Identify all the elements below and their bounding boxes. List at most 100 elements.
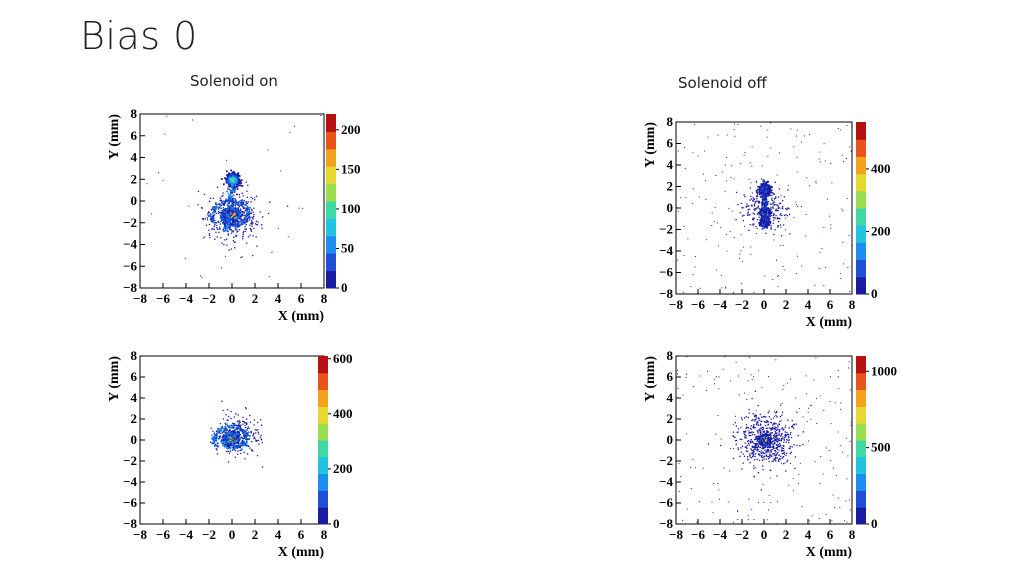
histogram-bin (773, 214, 775, 216)
histogram-bin (230, 175, 233, 177)
histogram-bin (702, 173, 704, 175)
histogram-bin (235, 222, 237, 225)
histogram-bin (768, 194, 771, 197)
histogram-bin (250, 212, 252, 214)
histogram-bin (226, 244, 228, 246)
histogram-bin (228, 438, 230, 440)
colorbar-segment (318, 370, 328, 374)
histogram-bin (760, 208, 762, 210)
histogram-bin (801, 141, 802, 143)
histogram-bin (759, 185, 762, 188)
histogram-bin (215, 202, 218, 205)
histogram-bin (248, 445, 250, 448)
histogram-bin (244, 230, 247, 232)
histogram-bin (214, 207, 217, 210)
histogram-bin (206, 217, 209, 219)
histogram-bin (692, 274, 694, 275)
histogram-bin (755, 427, 757, 429)
histogram-bin (777, 226, 779, 228)
histogram-bin (223, 203, 225, 205)
histogram-bin (233, 430, 235, 432)
histogram-bin (779, 245, 781, 247)
histogram-bin (716, 222, 718, 224)
colorbar-segment (318, 479, 328, 483)
histogram-bin (232, 217, 234, 220)
histogram-bin (245, 221, 248, 223)
histogram-bin (222, 409, 224, 412)
histogram-bin (741, 283, 743, 284)
histogram-bin (243, 434, 246, 436)
colorbar-segment (318, 364, 328, 368)
histogram-bin (242, 416, 244, 419)
histogram-bin (777, 285, 779, 287)
histogram-bin (757, 207, 759, 209)
histogram-bin (204, 218, 206, 220)
histogram-bin (211, 437, 213, 440)
histogram-bin (732, 448, 734, 449)
colorbar-segment (856, 165, 866, 169)
histogram-bin (236, 217, 239, 220)
histogram-bin (235, 428, 237, 430)
histogram-bin (242, 233, 244, 235)
histogram-bin (763, 190, 766, 192)
histogram-bin (720, 227, 722, 229)
colorbar-segment (318, 403, 328, 407)
histogram-bin (223, 221, 225, 223)
histogram-bin (746, 214, 749, 216)
colorbar-segment (326, 212, 336, 216)
histogram-bin (250, 201, 252, 203)
histogram-bin (201, 207, 203, 209)
histogram-bin (741, 215, 744, 217)
histogram-bin (782, 208, 784, 210)
histogram-bin (220, 441, 223, 444)
histogram-bin (243, 435, 245, 437)
histogram-bin (237, 431, 239, 433)
histogram-bin (761, 207, 763, 209)
histogram-bin (242, 213, 244, 215)
histogram-bin (244, 217, 247, 219)
histogram-bin (233, 209, 235, 212)
y-tick-label: 8 (131, 106, 138, 121)
histogram-bin (211, 212, 214, 214)
histogram-bin (716, 269, 717, 271)
colorbar-segment (326, 209, 336, 214)
histogram-bin (230, 417, 232, 420)
histogram-bin (764, 197, 767, 199)
histogram-bin (753, 519, 755, 520)
histogram-bin (762, 212, 765, 214)
y-tick-label: −8 (659, 286, 673, 301)
colorbar-segment (326, 160, 336, 164)
histogram-bin (209, 197, 212, 199)
histogram-bin (767, 207, 769, 209)
histogram-bin (257, 421, 259, 424)
histogram-bin (770, 189, 773, 192)
histogram-bin (721, 171, 723, 173)
histogram-bin (213, 209, 215, 211)
histogram-bin (225, 181, 228, 184)
histogram-bin (246, 429, 248, 431)
histogram-bin (236, 220, 238, 222)
colorbar-tick-label: 0 (341, 280, 348, 295)
histogram-bin (234, 445, 236, 448)
histogram-bin (213, 217, 215, 219)
histogram-bin (765, 213, 767, 215)
histogram-bin (225, 414, 227, 416)
histogram-bin (231, 443, 233, 445)
histogram-bin (242, 223, 245, 225)
colorbar-segment (318, 392, 328, 396)
colorbar-segment (856, 170, 866, 175)
histogram-bin (777, 218, 779, 220)
histogram-bin (238, 215, 240, 217)
histogram-bin (208, 211, 210, 214)
histogram-bin (229, 228, 231, 231)
colorbar-segment (326, 235, 336, 240)
histogram-bin (224, 209, 226, 211)
histogram-bin (806, 177, 808, 179)
histogram-bin (766, 215, 769, 218)
histogram-bin (229, 182, 232, 185)
histogram-bin (765, 192, 767, 195)
histogram-bin (240, 213, 242, 216)
histogram-bin (772, 207, 774, 209)
y-tick-label: −6 (659, 265, 673, 280)
histogram-bin (759, 211, 761, 213)
